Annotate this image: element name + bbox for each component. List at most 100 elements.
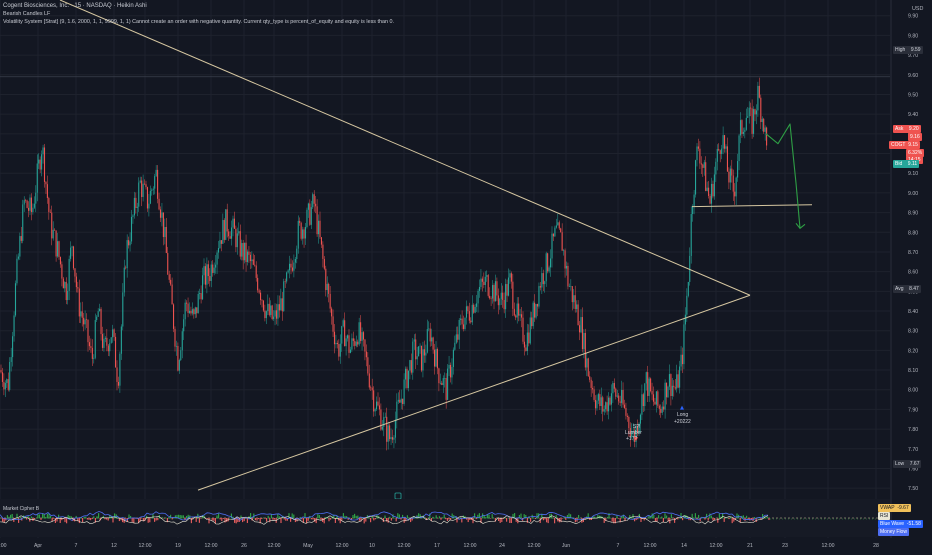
- candle-body: [701, 163, 702, 164]
- indicator-label[interactable]: Bearish Candles LF: [3, 11, 50, 17]
- candle-body: [337, 343, 338, 344]
- candle-body: [264, 310, 265, 318]
- candle-body: [164, 227, 165, 237]
- candle-body: [736, 178, 737, 197]
- oscillator-bar: [442, 517, 443, 518]
- oscillator-bar: [244, 518, 245, 521]
- candle-body: [130, 241, 131, 245]
- candle-body: [412, 342, 413, 373]
- candle-body: [272, 305, 273, 319]
- candle-body: [757, 86, 758, 111]
- candle-body: [399, 400, 400, 403]
- candle-body: [554, 228, 555, 237]
- candle-body: [463, 324, 464, 329]
- candle-body: [414, 339, 415, 341]
- oscillator-bar: [212, 518, 213, 520]
- chart-title[interactable]: Cogent Biosciences, Inc. · 15 · NASDAQ ·…: [3, 3, 147, 9]
- candle-body: [405, 369, 406, 380]
- candle-body: [111, 337, 112, 343]
- oscillator-bar: [682, 518, 683, 520]
- oscillator-label[interactable]: Market Cipher B: [3, 506, 39, 512]
- candle-body: [309, 204, 310, 225]
- candle-body: [524, 342, 525, 348]
- candle-body: [443, 378, 444, 385]
- candle-body: [237, 233, 238, 247]
- candle-body: [299, 221, 300, 223]
- oscillator-bar: [712, 518, 713, 520]
- oscillator-bar: [338, 518, 339, 521]
- candle-body: [328, 284, 329, 294]
- y-tick-label: 8.80: [908, 230, 918, 236]
- candle-body: [35, 193, 36, 204]
- candle-body: [559, 222, 560, 228]
- oscillator-bar: [445, 518, 446, 519]
- candle-body: [747, 116, 748, 118]
- candle-body: [276, 310, 277, 318]
- candle-body: [340, 344, 341, 357]
- candle-body: [643, 394, 644, 406]
- candle-body: [586, 358, 587, 367]
- oscillator-bar: [352, 515, 353, 518]
- candle-body: [48, 198, 49, 212]
- candle-body: [479, 287, 480, 291]
- candle-body: [422, 349, 423, 370]
- candle-body: [536, 304, 537, 318]
- candle-body: [277, 304, 278, 319]
- candle-body: [714, 174, 715, 196]
- candle-body: [206, 264, 207, 284]
- candle-body: [720, 150, 721, 154]
- candle-body: [763, 119, 764, 132]
- candle-body: [663, 407, 664, 410]
- oscillator-bar: [277, 514, 278, 518]
- oscillator-bar: [384, 515, 385, 518]
- y-tick-label: 8.90: [908, 211, 918, 217]
- candle-body: [217, 253, 218, 265]
- candle-body: [601, 397, 602, 406]
- candle-body: [173, 304, 174, 329]
- candle-body: [570, 286, 571, 287]
- candle-body: [366, 352, 367, 358]
- y-tick-label: 9.90: [908, 14, 918, 20]
- candle-body: [232, 219, 233, 228]
- candle-body: [685, 315, 686, 325]
- candle-body: [15, 283, 16, 315]
- candle-body: [76, 277, 77, 288]
- y-tick-label: 7.80: [908, 427, 918, 433]
- candle-body: [266, 311, 267, 318]
- candle-body: [595, 400, 596, 408]
- candle-body: [699, 149, 700, 164]
- candle-body: [530, 317, 531, 343]
- oscillator-bar: [434, 518, 435, 519]
- oscillator-bar: [96, 516, 97, 518]
- candle-body: [16, 259, 17, 284]
- candle-body: [333, 316, 334, 331]
- oscillator-bar: [440, 518, 441, 520]
- oscillator-pane: [0, 499, 890, 537]
- candle-body: [676, 374, 677, 388]
- candle-body: [376, 402, 377, 410]
- y-tick-label: 7.50: [908, 486, 918, 492]
- candle-body: [80, 311, 81, 316]
- oscillator-bar: [487, 515, 488, 519]
- oscillator-bar: [746, 516, 747, 519]
- candle-body: [382, 427, 383, 430]
- candle-body: [688, 282, 689, 296]
- candle-body: [132, 215, 133, 216]
- candle-body: [356, 342, 357, 346]
- candle-body: [624, 405, 625, 408]
- oscillator-bar: [708, 518, 709, 521]
- candle-body: [57, 241, 58, 256]
- candle-body: [657, 391, 658, 405]
- candle-body: [457, 334, 458, 339]
- y-tick-label: 9.80: [908, 33, 918, 39]
- oscillator-bar: [743, 515, 744, 518]
- strategy-label[interactable]: Volatility System [Strat] (9, 1.6, 2000,…: [3, 19, 394, 25]
- candle-body: [608, 398, 609, 412]
- x-tick-label: 26: [241, 543, 247, 549]
- candle-body: [202, 275, 203, 299]
- candle-body: [270, 305, 271, 314]
- candle-body: [620, 401, 621, 402]
- candle-body: [653, 394, 654, 401]
